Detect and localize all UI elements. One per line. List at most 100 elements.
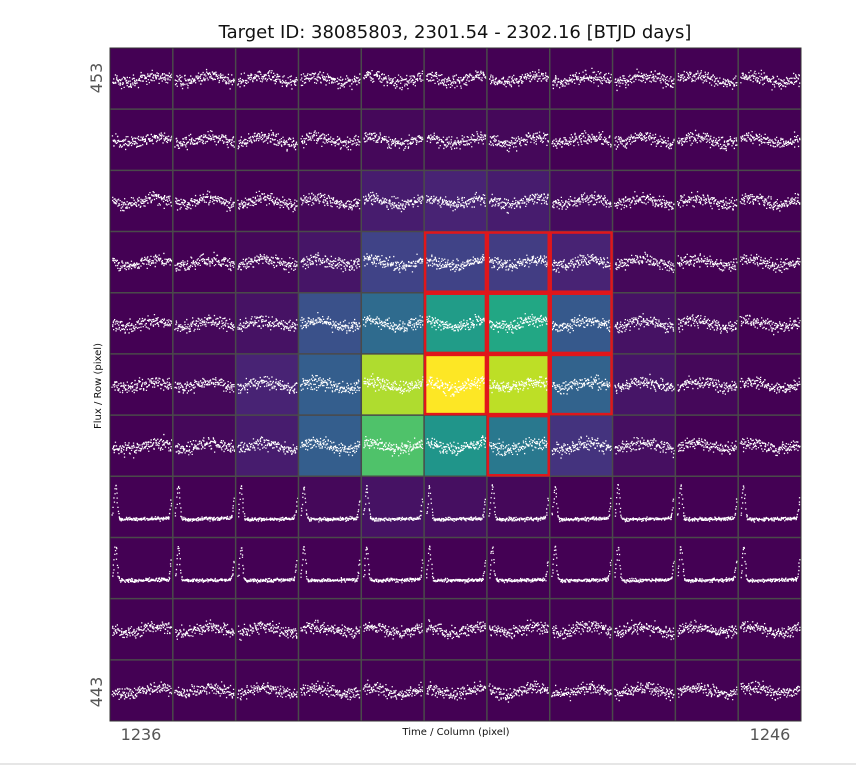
pixel-lightcurve: [740, 485, 801, 523]
pixel-lightcurve: [739, 621, 801, 639]
pixel-lightcurve: [677, 375, 738, 395]
pixel-cell: [361, 415, 425, 477]
x-axis-label: Time / Column (pixel): [401, 727, 509, 738]
pixel-lightcurve: [677, 619, 738, 639]
pixel-cell: [424, 170, 488, 233]
pixel-cell: [486, 415, 551, 477]
pixel-lightcurve: [237, 547, 298, 584]
aperture-pixel: [423, 292, 488, 355]
pixel-lightcurve: [111, 484, 173, 522]
pixel-lightcurve: [677, 253, 738, 272]
pixel-lightcurve: [362, 485, 424, 522]
pixel-cell: [549, 598, 614, 661]
pixel-lightcurve: [488, 436, 549, 457]
pixel-lightcurve: [112, 252, 173, 272]
pixel-lightcurve: [426, 131, 487, 150]
pixel-cell: [424, 476, 488, 538]
pixel-cell: [424, 109, 488, 171]
pixel-lightcurve: [362, 679, 423, 700]
pixel-lightcurve: [551, 314, 613, 334]
pixel-lightcurve: [175, 190, 235, 212]
aperture-pixel: [549, 353, 613, 416]
pixel-lightcurve: [426, 435, 487, 456]
pixel-lightcurve: [739, 253, 801, 273]
pixel-lightcurve: [237, 253, 298, 273]
pixel-cell: [172, 476, 237, 538]
pixel-lightcurve: [551, 545, 613, 584]
aperture-pixel: [423, 353, 488, 416]
pixel-lightcurve: [426, 314, 487, 332]
pixel-cell: [549, 537, 614, 600]
pixel-cell: [235, 476, 299, 538]
pixel-lightcurve: [300, 192, 361, 211]
y-tick-label-top: 453: [87, 63, 106, 94]
pixel-lightcurve: [363, 621, 423, 640]
pixel-cell: [172, 170, 237, 233]
pixel-lightcurve: [489, 546, 549, 584]
pixel-lightcurve: [739, 376, 801, 394]
aperture-mask: [423, 231, 613, 477]
pixel-lightcurve: [363, 191, 424, 213]
pixel-cell: [738, 476, 802, 538]
pixel-cell: [486, 109, 551, 171]
pixel-lightcurve: [488, 254, 549, 272]
pixel-cell: [549, 476, 614, 538]
pixel-lightcurve: [174, 130, 235, 151]
pixel-cell: [738, 537, 802, 600]
pixel-cell: [612, 659, 676, 722]
pixel-lightcurve: [614, 546, 676, 584]
grid-lines: [110, 48, 801, 721]
pixel-lightcurve: [614, 437, 675, 459]
pixel-lightcurve: [238, 485, 299, 522]
pixel-lightcurve: [615, 251, 675, 273]
pixel-cell: [424, 537, 488, 600]
pixel-cell: [361, 537, 425, 600]
pixel-lightcurve: [111, 132, 173, 151]
pixel-lightcurve: [614, 132, 675, 150]
pixel-lightcurve: [551, 681, 612, 702]
pixel-lightcurve: [551, 253, 612, 273]
pixel-lightcurve: [426, 545, 487, 584]
pixel-lightcurve: [488, 484, 550, 523]
pixel-lightcurve: [677, 682, 738, 701]
pixel-cell: [298, 353, 362, 416]
pixel-lightcurve: [300, 680, 361, 701]
pixel-lightcurve: [677, 191, 738, 211]
pixel-lightcurve: [174, 251, 236, 272]
pixel-lightcurve: [175, 619, 235, 640]
pixel-cell: [612, 537, 676, 600]
pixel-lightcurve: [488, 313, 549, 334]
pixel-cell: [675, 537, 739, 600]
pixel-cell: [235, 170, 299, 233]
pixel-lightcurve: [489, 376, 550, 394]
pixel-lightcurve: [112, 314, 173, 334]
bottom-divider: [0, 763, 856, 765]
pixel-lightcurve: [425, 70, 487, 89]
pixel-lightcurve: [363, 373, 424, 395]
pixel-lightcurve: [677, 546, 738, 584]
pixel-cell: [298, 598, 362, 661]
pixel-cell: [235, 537, 299, 600]
pixel-cell: [172, 598, 237, 661]
pixel-lightcurve: [426, 485, 486, 522]
pixel-cell: [675, 476, 739, 538]
pixel-cell: [361, 598, 425, 661]
pixel-lightcurve: [552, 621, 612, 640]
pixel-cell: [486, 537, 551, 600]
pixel-lightcurve: [614, 373, 676, 394]
pixel-lightcurve: [551, 435, 612, 459]
pixel-cell: [172, 109, 237, 171]
pixel-cell: [612, 48, 676, 110]
pixel-cell: [612, 170, 676, 233]
pixel-lightcurve: [300, 374, 361, 395]
pixel-cell: [424, 231, 488, 294]
pixel-lightcurve: [614, 313, 675, 334]
lightcurve-layer: [111, 67, 801, 703]
pixel-lightcurve: [425, 376, 487, 397]
pixel-lightcurve: [174, 314, 236, 334]
pixel-lightcurve: [425, 254, 487, 273]
pixel-lightcurve: [112, 69, 173, 90]
pixel-lightcurve: [551, 486, 612, 523]
pixel-lightcurve: [426, 680, 487, 701]
aperture-pixel: [423, 231, 488, 293]
